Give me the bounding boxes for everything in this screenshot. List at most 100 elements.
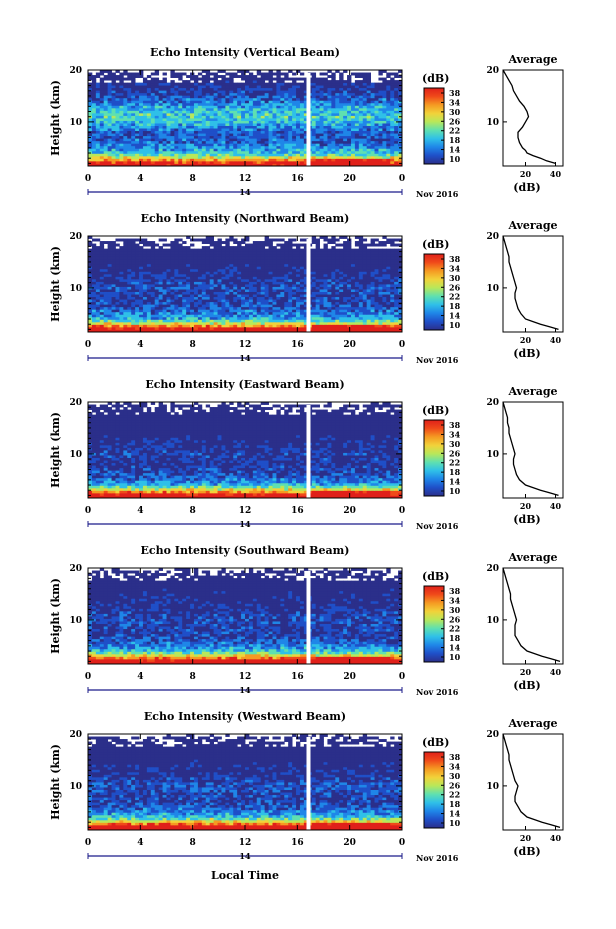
heatmap-cell [335,299,340,303]
heatmap-cell [343,324,348,328]
heatmap-cell [154,123,160,126]
heatmap-cell [170,138,175,142]
heatmap-cell [378,163,383,167]
heatmap-cell [272,278,277,282]
heatmap-cell [131,128,136,132]
heatmap-cell [319,319,324,323]
heatmap-cell [354,301,360,305]
heatmap-cell [154,286,160,290]
heatmap-cell [248,304,254,308]
heatmap-cell [347,97,352,101]
heatmap-cell [123,138,128,142]
heatmap-cell [315,316,320,320]
heatmap-cell [209,100,215,104]
heatmap-cell [288,294,293,298]
heatmap-cell [115,75,120,78]
heatmap-cell [190,82,195,86]
heatmap-cell [154,304,160,308]
heatmap-cell [382,311,387,315]
heatmap-cell [107,115,112,119]
heatmap-cell [95,268,101,272]
heatmap-cell [91,309,97,313]
heatmap-cell [233,87,238,91]
heatmap-cell [174,90,179,94]
heatmap-cell [288,87,293,91]
heatmap-cell [374,291,379,295]
heatmap-cell [248,105,254,109]
heatmap-cell [150,82,156,86]
heatmap-cell [272,289,277,292]
heatmap-cell [323,273,328,277]
heatmap-cell [374,140,379,144]
heatmap-cell [174,326,179,330]
heatmap-cell [303,276,309,280]
heatmap-cell [197,321,203,325]
heatmap-cell [146,115,152,119]
heatmap-cell [335,150,340,154]
heatmap-cell [268,278,273,282]
heatmap-cell [343,123,348,126]
heatmap-cell [229,115,234,119]
heatmap-cell [99,77,105,81]
heatmap-cell [339,92,344,96]
heatmap-cell [260,128,266,132]
heatmap-cell [268,118,273,121]
heatmap-cell [182,326,187,330]
heatmap-cell [374,112,379,116]
heatmap-cell [95,163,101,167]
heatmap-cell [319,148,324,152]
heatmap-cell [280,138,285,142]
heatmap-cell [221,143,226,147]
heatmap-cell [150,140,156,144]
heatmap-cell [119,130,124,134]
heatmap-cell [378,138,383,142]
heatmap-cell [107,321,112,325]
heatmap-cell [127,299,132,303]
heatmap-cell [272,95,277,99]
heatmap-cell [186,85,191,89]
heatmap-cell [213,85,218,89]
heatmap-cell [268,138,273,142]
heatmap-cell [182,309,187,313]
heatmap-cell [91,281,97,285]
heatmap-cell [354,324,360,328]
heatmap-cell [107,266,112,270]
heatmap-cell [178,92,183,96]
heatmap-cell [99,100,105,104]
heatmap-cell [127,135,132,139]
heatmap-cell [158,115,163,119]
heatmap-cell [386,160,391,164]
heatmap-cell [107,268,112,272]
heatmap-cell [95,95,101,99]
heatmap-cell [358,140,364,144]
heatmap-cell [335,294,340,298]
heatmap-cell [131,90,136,94]
heatmap-cell [358,273,364,277]
heatmap-cell [248,138,254,142]
heatmap-cell [119,72,124,76]
heatmap-cell [162,150,167,154]
heatmap-cell [197,155,203,159]
heatmap-cell [127,133,132,137]
heatmap-cell [256,319,262,323]
heatmap-cell [217,163,222,167]
heatmap-cell [315,278,320,282]
heatmap-cell [162,160,167,164]
heatmap-cell [378,148,383,152]
heatmap-cell [111,326,116,330]
heatmap-cell [213,268,218,272]
heatmap-cell [272,306,277,310]
heatmap-cell [174,319,179,323]
heatmap-cell [366,329,372,333]
heatmap-cell [209,133,215,137]
heatmap-cell [280,115,285,119]
heatmap-cell [350,304,356,308]
heatmap-cell [280,324,285,328]
heatmap-cell [354,163,360,167]
heatmap-cell [370,284,375,287]
heatmap-cell [296,70,301,73]
heatmap-cell [386,314,391,318]
heatmap-cell [299,299,305,303]
heatmap-cell [146,90,152,94]
heatmap-cell [245,268,250,272]
